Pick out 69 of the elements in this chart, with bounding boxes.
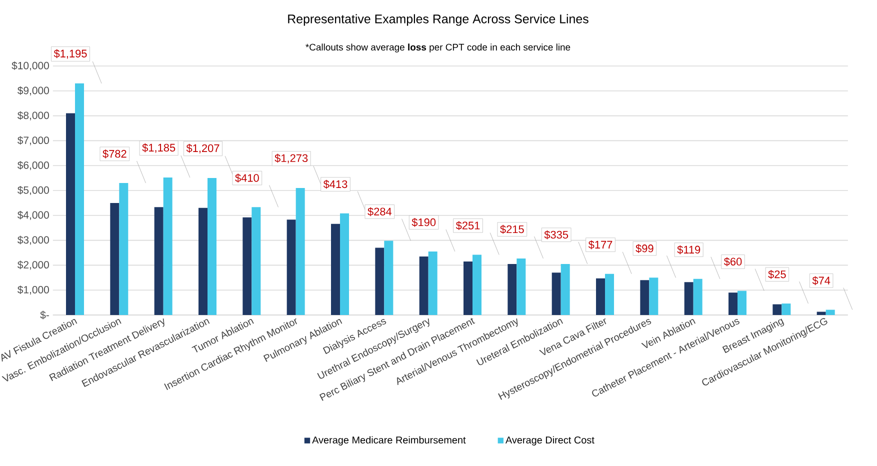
chart-title: Representative Examples Range Across Service Lines — [288, 14, 588, 26]
annotation: $335 — [544, 230, 568, 240]
annotation: $782 — [102, 149, 126, 158]
bar — [464, 261, 473, 315]
y-tick-label: $7,000 — [18, 136, 49, 146]
bar — [782, 304, 791, 315]
bar — [640, 280, 650, 315]
bar — [242, 217, 252, 315]
annotation: $25 — [768, 270, 786, 279]
y-tick-label: $1,000 — [18, 286, 49, 295]
bar — [772, 304, 782, 315]
annotation: $1,207 — [186, 144, 220, 154]
bar — [75, 83, 84, 315]
bar — [684, 282, 694, 315]
bar — [649, 278, 658, 315]
y-tick-label: $2,000 — [18, 260, 49, 270]
bar — [428, 252, 438, 315]
bar — [826, 310, 835, 315]
bar — [375, 248, 384, 315]
annotation: $1,273 — [274, 154, 308, 164]
legend-label: Average Direct Cost — [505, 436, 594, 446]
bar — [331, 224, 340, 315]
y-tick-label: $9,000 — [18, 86, 49, 96]
bar — [605, 274, 614, 315]
bar — [163, 178, 172, 315]
bar — [296, 188, 305, 315]
annotation: $99 — [636, 244, 654, 253]
bar — [508, 264, 517, 315]
bar — [693, 278, 702, 315]
annotation: $1,195 — [54, 49, 87, 59]
annotation: $74 — [812, 276, 830, 286]
annotation: $1,185 — [142, 143, 176, 153]
y-tick-label: $10,000 — [12, 61, 49, 71]
bar — [596, 278, 606, 315]
annotation: $60 — [724, 257, 742, 266]
y-tick-label: $3,000 — [18, 236, 49, 245]
bar — [119, 183, 128, 315]
annotation: $190 — [412, 218, 436, 227]
y-tick-label: $- — [40, 310, 49, 320]
bar — [560, 264, 570, 315]
bar — [110, 202, 120, 315]
bar — [252, 207, 261, 315]
y-tick-label: $4,000 — [18, 210, 49, 220]
bar — [816, 312, 826, 315]
bar — [154, 207, 164, 315]
bar — [419, 256, 428, 315]
bar — [66, 113, 75, 315]
chart-subtitle: *Callouts show average loss per CPT code in each service line — [306, 44, 570, 52]
bar — [198, 208, 208, 315]
y-tick-label: $6,000 — [18, 161, 49, 170]
bar — [384, 240, 394, 315]
annotation: $215 — [500, 224, 524, 234]
annotation: $177 — [588, 240, 612, 250]
bar — [516, 258, 526, 315]
bar — [286, 220, 296, 315]
bar — [340, 213, 350, 315]
annotation: $410 — [235, 174, 259, 182]
bar — [738, 290, 747, 315]
annotation: $413 — [323, 180, 348, 189]
annotation: $251 — [456, 221, 480, 230]
annotation: $119 — [677, 245, 700, 254]
bar — [472, 254, 482, 315]
bar — [552, 272, 561, 315]
legend-label: Average Medicare Reimbursement — [312, 436, 466, 446]
bar — [208, 178, 216, 315]
y-tick-label: $8,000 — [18, 111, 49, 120]
bar — [728, 292, 738, 315]
annotation: $284 — [368, 207, 392, 216]
y-tick-label: $5,000 — [18, 186, 49, 196]
